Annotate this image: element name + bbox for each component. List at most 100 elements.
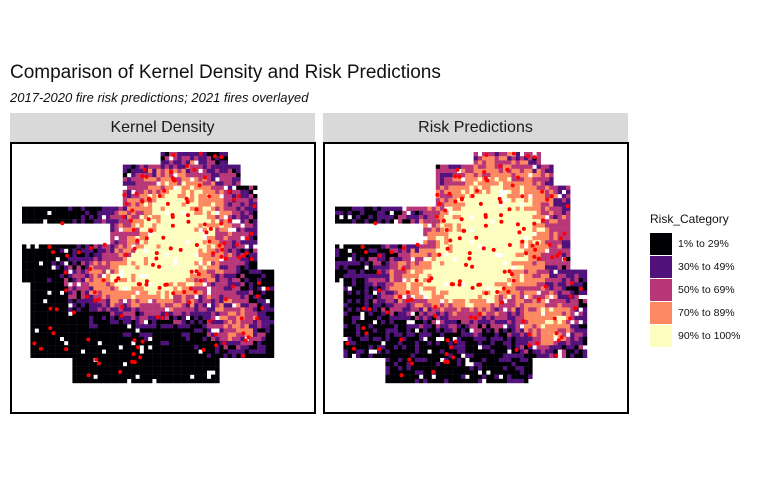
raster-cell xyxy=(351,248,357,253)
raster-cell xyxy=(131,362,136,367)
raster-cell xyxy=(519,370,525,375)
raster-cell xyxy=(232,231,237,237)
raster-cell xyxy=(435,324,441,329)
raster-cell xyxy=(152,240,157,245)
raster-cell xyxy=(444,328,449,333)
raster-cell xyxy=(110,357,115,363)
raster-cell xyxy=(164,215,170,220)
raster-cell xyxy=(194,336,199,342)
raster-cell xyxy=(507,286,512,291)
raster-cell xyxy=(473,206,478,211)
raster-cell xyxy=(511,185,516,190)
raster-cell xyxy=(498,320,504,325)
raster-cell xyxy=(131,181,136,186)
raster-cell xyxy=(549,349,554,354)
raster-cell xyxy=(570,273,575,279)
raster-cell xyxy=(139,236,144,241)
raster-cell xyxy=(89,219,94,224)
raster-cell xyxy=(406,282,411,287)
raster-cell xyxy=(72,345,77,350)
raster-cell xyxy=(261,269,266,274)
raster-cell xyxy=(143,202,149,207)
raster-cell xyxy=(118,328,123,333)
raster-cell xyxy=(80,357,86,363)
raster-cell xyxy=(456,328,462,333)
raster-cell xyxy=(89,206,94,211)
raster-cell xyxy=(364,336,369,342)
raster-cell xyxy=(494,332,499,337)
raster-cell xyxy=(431,311,436,316)
raster-cell xyxy=(190,349,195,354)
raster-cell xyxy=(389,269,394,274)
raster-cell xyxy=(122,370,128,375)
fire-point xyxy=(198,278,203,283)
raster-cell xyxy=(72,299,77,304)
raster-cell xyxy=(511,341,516,346)
raster-cell xyxy=(482,269,487,274)
raster-cell xyxy=(406,273,411,279)
raster-cell xyxy=(51,341,56,346)
raster-cell xyxy=(469,173,474,178)
raster-cell xyxy=(410,328,415,333)
raster-cell xyxy=(227,202,233,207)
raster-cell xyxy=(486,362,491,367)
raster-cell xyxy=(427,341,432,346)
raster-cell xyxy=(97,248,102,253)
raster-cell xyxy=(448,227,453,232)
raster-cell xyxy=(269,273,275,279)
fire-point xyxy=(131,228,136,232)
raster-cell xyxy=(385,219,390,224)
raster-cell xyxy=(448,181,453,186)
raster-cell xyxy=(127,282,132,287)
raster-cell xyxy=(148,265,153,270)
raster-cell xyxy=(431,341,436,346)
raster-cell xyxy=(335,206,340,211)
raster-cell xyxy=(30,303,35,308)
raster-cell xyxy=(486,189,491,195)
raster-cell xyxy=(127,294,132,300)
raster-cell xyxy=(381,273,386,279)
raster-cell xyxy=(557,215,562,220)
raster-cell xyxy=(431,362,436,367)
raster-cell xyxy=(135,299,140,304)
raster-cell xyxy=(173,286,178,291)
raster-cell xyxy=(561,286,567,291)
raster-cell xyxy=(194,320,199,325)
raster-cell xyxy=(148,362,153,367)
raster-cell xyxy=(253,303,258,308)
raster-cell xyxy=(377,307,382,312)
raster-cell xyxy=(545,349,550,354)
raster-cell xyxy=(194,248,199,253)
fire-point xyxy=(164,312,169,317)
raster-cell xyxy=(106,265,111,270)
raster-cell xyxy=(51,320,56,325)
raster-cell xyxy=(503,349,508,354)
raster-cell xyxy=(482,374,487,379)
raster-cell xyxy=(490,328,495,333)
raster-cell xyxy=(72,307,77,312)
raster-cell xyxy=(410,336,415,342)
raster-cell xyxy=(135,366,140,371)
raster-cell xyxy=(528,273,533,279)
raster-cell xyxy=(356,210,361,216)
raster-cell xyxy=(85,278,90,283)
raster-cell xyxy=(72,290,77,295)
raster-cell xyxy=(135,219,140,224)
raster-cell xyxy=(135,223,140,228)
raster-cell xyxy=(435,219,441,224)
raster-cell xyxy=(452,215,457,220)
raster-cell xyxy=(524,240,529,245)
raster-cell xyxy=(469,164,474,169)
raster-cell xyxy=(244,328,249,333)
raster-cell xyxy=(419,252,424,258)
raster-cell xyxy=(540,248,546,253)
raster-cell xyxy=(566,282,571,287)
raster-cell xyxy=(473,366,478,371)
raster-cell xyxy=(219,336,224,342)
raster-cell xyxy=(269,345,275,350)
raster-cell xyxy=(456,244,462,249)
raster-cell xyxy=(232,282,237,287)
raster-cell xyxy=(47,248,52,253)
raster-cell xyxy=(181,248,186,253)
raster-cell xyxy=(494,231,499,237)
